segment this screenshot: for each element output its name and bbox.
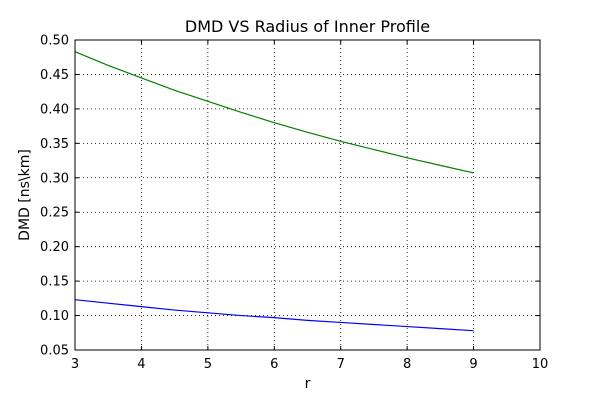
x-axis-label: r xyxy=(305,376,311,392)
x-tick-label: 5 xyxy=(204,357,212,372)
y-tick-label: 0.50 xyxy=(40,34,69,49)
axis-ticks: 3 4 5 6 7 8 9 10 0.05 0.10 0.15 0.20 0.25 0.30 0.35 0.4… xyxy=(40,34,548,373)
x-tick-label: 10 xyxy=(532,357,549,372)
y-tick-label: 0.15 xyxy=(40,275,69,290)
series-line-1 xyxy=(74,51,474,174)
y-tick-label: 0.40 xyxy=(40,102,69,117)
y-tick-label: 0.45 xyxy=(40,68,69,83)
y-tick-label: 0.35 xyxy=(40,137,69,152)
series-line-2 xyxy=(74,299,474,332)
series-lines xyxy=(74,51,474,332)
x-tick-label: 4 xyxy=(137,357,145,372)
y-tick-label: 0.25 xyxy=(40,206,69,221)
x-tick-label: 3 xyxy=(71,357,79,372)
y-axis-label: DMD [ns\km] xyxy=(17,149,33,241)
x-tick-label: 9 xyxy=(469,357,477,372)
plot-frame xyxy=(74,39,541,351)
y-tick-label: 0.20 xyxy=(40,240,69,255)
chart-title: DMD VS Radius of Inner Profile xyxy=(185,17,430,36)
y-tick-label: 0.05 xyxy=(40,344,69,359)
y-tick-label: 0.30 xyxy=(40,171,69,186)
x-tick-label: 6 xyxy=(270,357,278,372)
x-tick-label: 7 xyxy=(337,357,345,372)
x-tick-label: 8 xyxy=(403,357,411,372)
y-tick-label: 0.10 xyxy=(40,309,69,324)
